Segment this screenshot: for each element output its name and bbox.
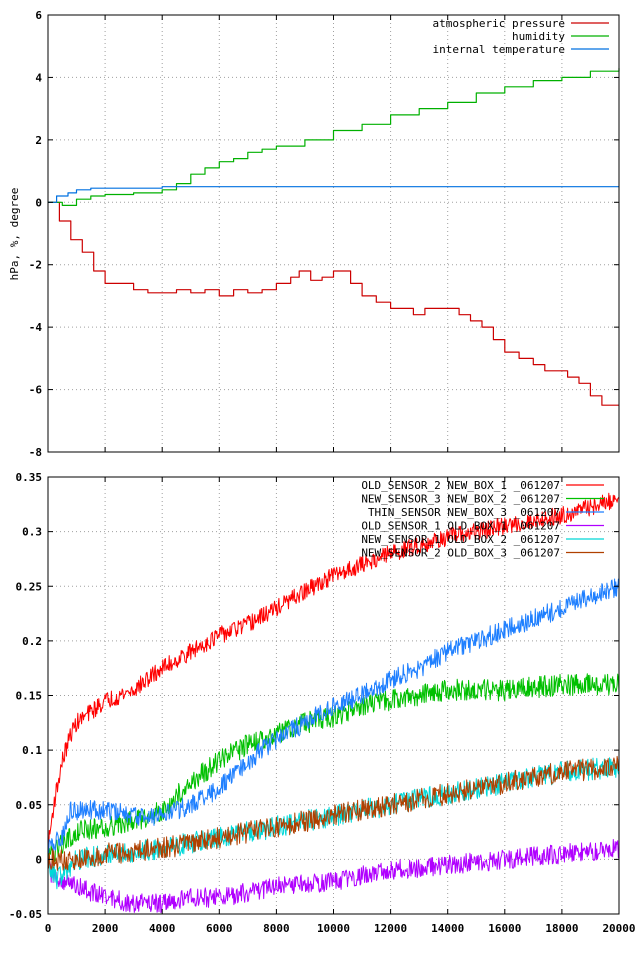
legend-label: humidity [512,30,565,43]
series-line-3 [47,839,620,914]
legend-label: NEW_SENSOR_3 NEW_BOX_2 _061207 [361,493,560,506]
top-y-axis-label: hPa, %, degree [8,188,21,281]
y-tick-label: -2 [29,259,42,272]
y-tick-label: 2 [35,134,42,147]
y-tick-label: 0.15 [16,690,43,703]
x-tick-label: 6000 [206,922,233,935]
x-tick-label: 0 [45,922,52,935]
bottom-series [47,492,620,914]
y-tick-label: -0.05 [9,908,42,921]
sensor-comparison-panel: 0 2000 4000 6000 8000 10000 12000 14000 16000 180… [9,471,636,935]
y-tick-label: -4 [29,321,43,334]
y-tick-label: 0.35 [16,471,43,484]
legend-label: OLD_SENSOR_2 NEW_BOX_1 _061207 [361,479,560,492]
y-tick-label: 0.25 [16,580,43,593]
top-series [48,68,620,406]
x-tick-label: 20000 [602,922,635,935]
y-tick-label: 0.05 [16,799,43,812]
x-tick-label: 12000 [374,922,407,935]
y-tick-label: 0 [35,196,42,209]
y-tick-label: -8 [29,446,42,459]
top-grid [48,15,619,452]
legend-label: atmospheric pressure [433,17,565,30]
series-line-1 [48,68,620,206]
series-line-5 [47,755,620,871]
legend-label: NEW_SENSOR_2 OLD_BOX_3 _061207 [361,547,560,560]
series-line-0 [48,201,619,406]
y-tick-label: -6 [29,384,43,397]
x-tick-label: 18000 [545,922,578,935]
x-tick-label: 2000 [92,922,119,935]
bottom-plot-frame [47,476,620,915]
legend-label: OLD_SENSOR_1 OLD_BOX_1 _061207 [361,520,560,533]
series-line-2 [47,578,620,854]
x-tick-label: 16000 [488,922,521,935]
x-tick-label: 14000 [431,922,464,935]
legend-label: NEW_SENSOR_1 OLD_BOX_2 _061207 [361,533,560,546]
y-tick-label: 0 [35,853,42,866]
y-tick-label: 4 [35,71,42,84]
y-tick-label: 6 [35,9,42,22]
legend-label: THIN_SENSOR NEW_BOX_3 _061207 [368,506,560,519]
x-tick-label: 4000 [149,922,176,935]
y-tick-label: 0.1 [22,744,42,757]
top-plot-frame [47,14,620,453]
bottom-grid [48,477,619,914]
bottom-ticks: 0 2000 4000 6000 8000 10000 12000 14000 16000 180… [9,471,636,935]
x-tick-label: 10000 [317,922,350,935]
x-tick-label: 8000 [263,922,290,935]
series-line-0 [47,492,620,853]
bottom-legend: OLD_SENSOR_2 NEW_BOX_1 _061207NEW_SENSOR… [361,479,604,560]
series-line-2 [48,186,619,203]
y-tick-label: 0.3 [22,526,42,539]
pressure-humidity-temperature-panel: -8 -6 -4 -2 0 2 4 6 hPa, %, degree atmospheric … [8,9,620,459]
y-tick-label: 0.2 [22,635,42,648]
legend-label: internal temperature [433,43,565,56]
